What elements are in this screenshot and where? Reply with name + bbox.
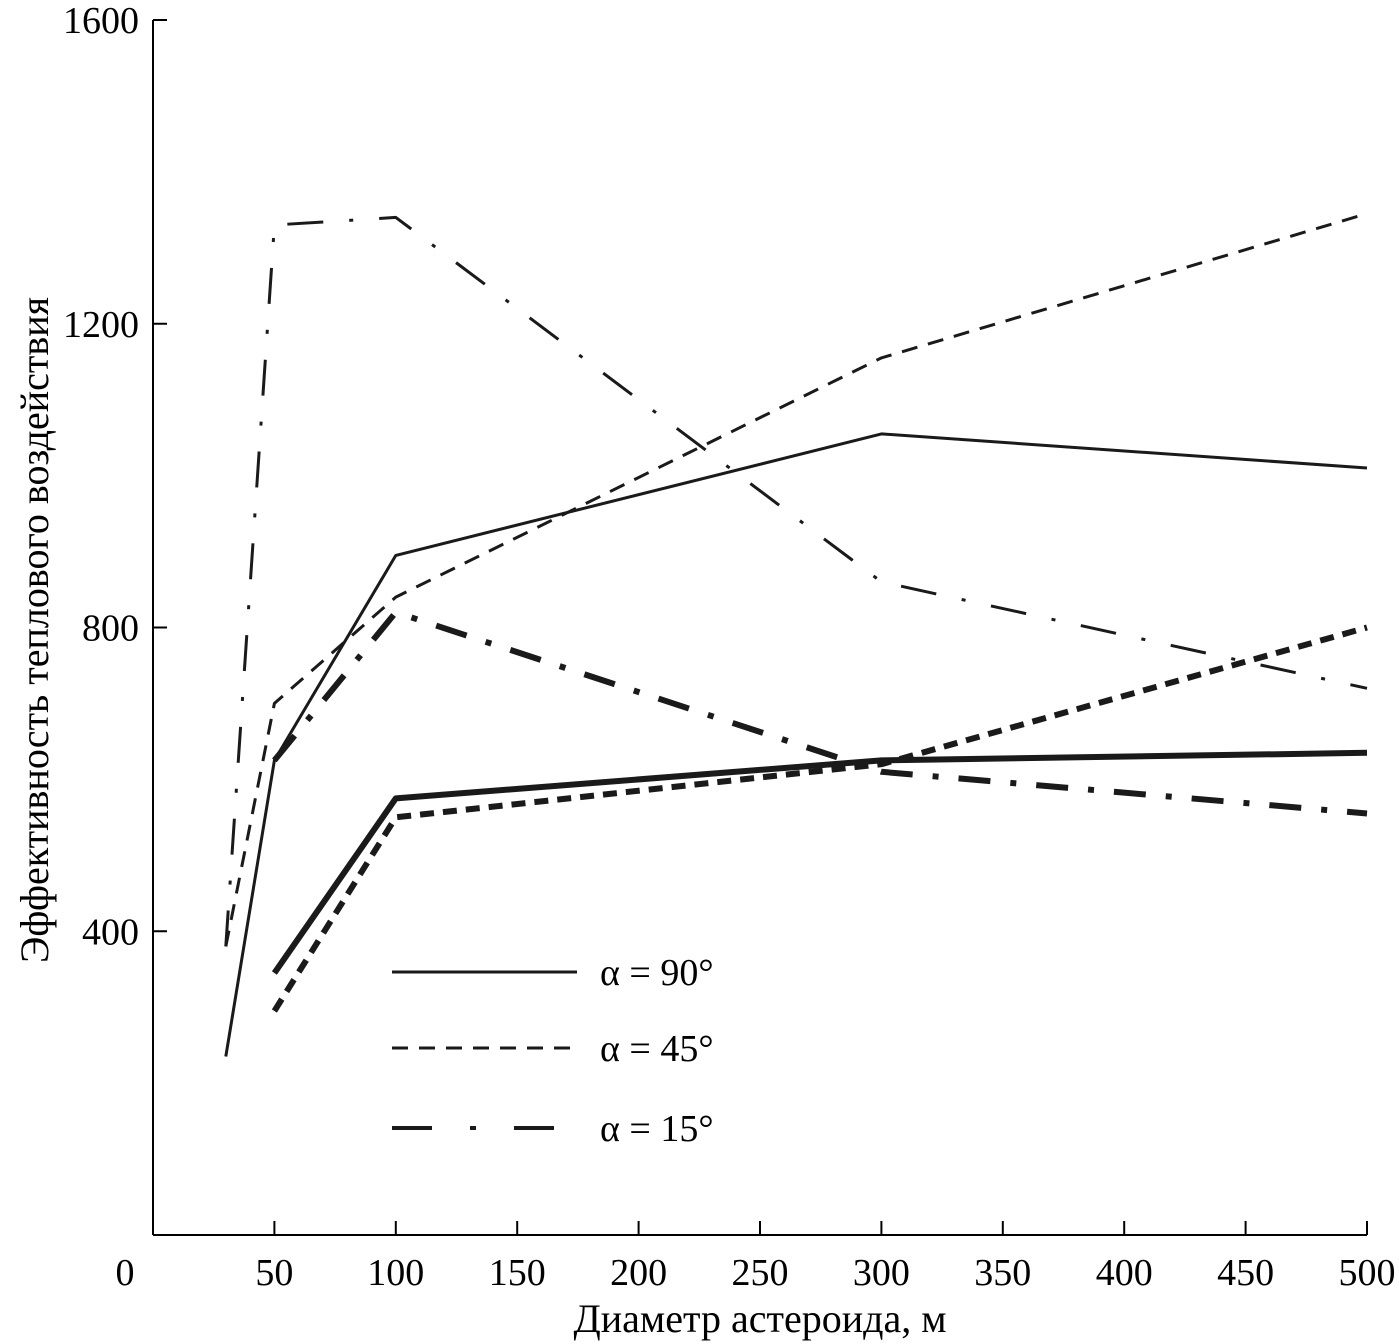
legend-label: α = 45°: [600, 1028, 714, 1070]
x-tick-label: 350: [974, 1252, 1031, 1294]
y-tick-label: 1200: [63, 304, 139, 346]
x-tick-label: 250: [732, 1252, 789, 1294]
y-tick-label: 400: [82, 911, 139, 953]
series-line-4: [271, 749, 1368, 975]
x-axis-title: Диаметр астероида, м: [573, 1296, 946, 1341]
axes: 0 50 100 150 200 250 300 350 400 450 500 400 800 1200…: [63, 0, 1396, 1294]
x-tick-label: 150: [489, 1252, 546, 1294]
x-tick-label: 50: [255, 1252, 293, 1294]
legend-label: α = 90°: [600, 952, 714, 994]
series-line-2: [224, 212, 1368, 947]
x-tick-label: 500: [1339, 1252, 1396, 1294]
y-tick-label: 1600: [63, 0, 139, 42]
x-tick-label: 450: [1217, 1252, 1274, 1294]
series-layer: [224, 212, 1368, 1057]
series-line-1: [224, 432, 1368, 1057]
x-tick-label: 200: [610, 1252, 667, 1294]
series-line-5: [271, 624, 1368, 1013]
legend: α = 90° α = 45° α = 15°: [392, 952, 714, 1150]
y-tick-label: 800: [82, 608, 139, 650]
x-tick-label: 100: [367, 1252, 424, 1294]
legend-label: α = 15°: [600, 1108, 714, 1150]
series-line-3: [224, 215, 1368, 947]
x-tick-label: 400: [1096, 1252, 1153, 1294]
series-line-6: [272, 609, 1368, 817]
y-axis-title: Эффективность теплового воздействия: [12, 297, 57, 963]
x-tick-label: 0: [116, 1252, 135, 1294]
x-tick-label: 300: [853, 1252, 910, 1294]
